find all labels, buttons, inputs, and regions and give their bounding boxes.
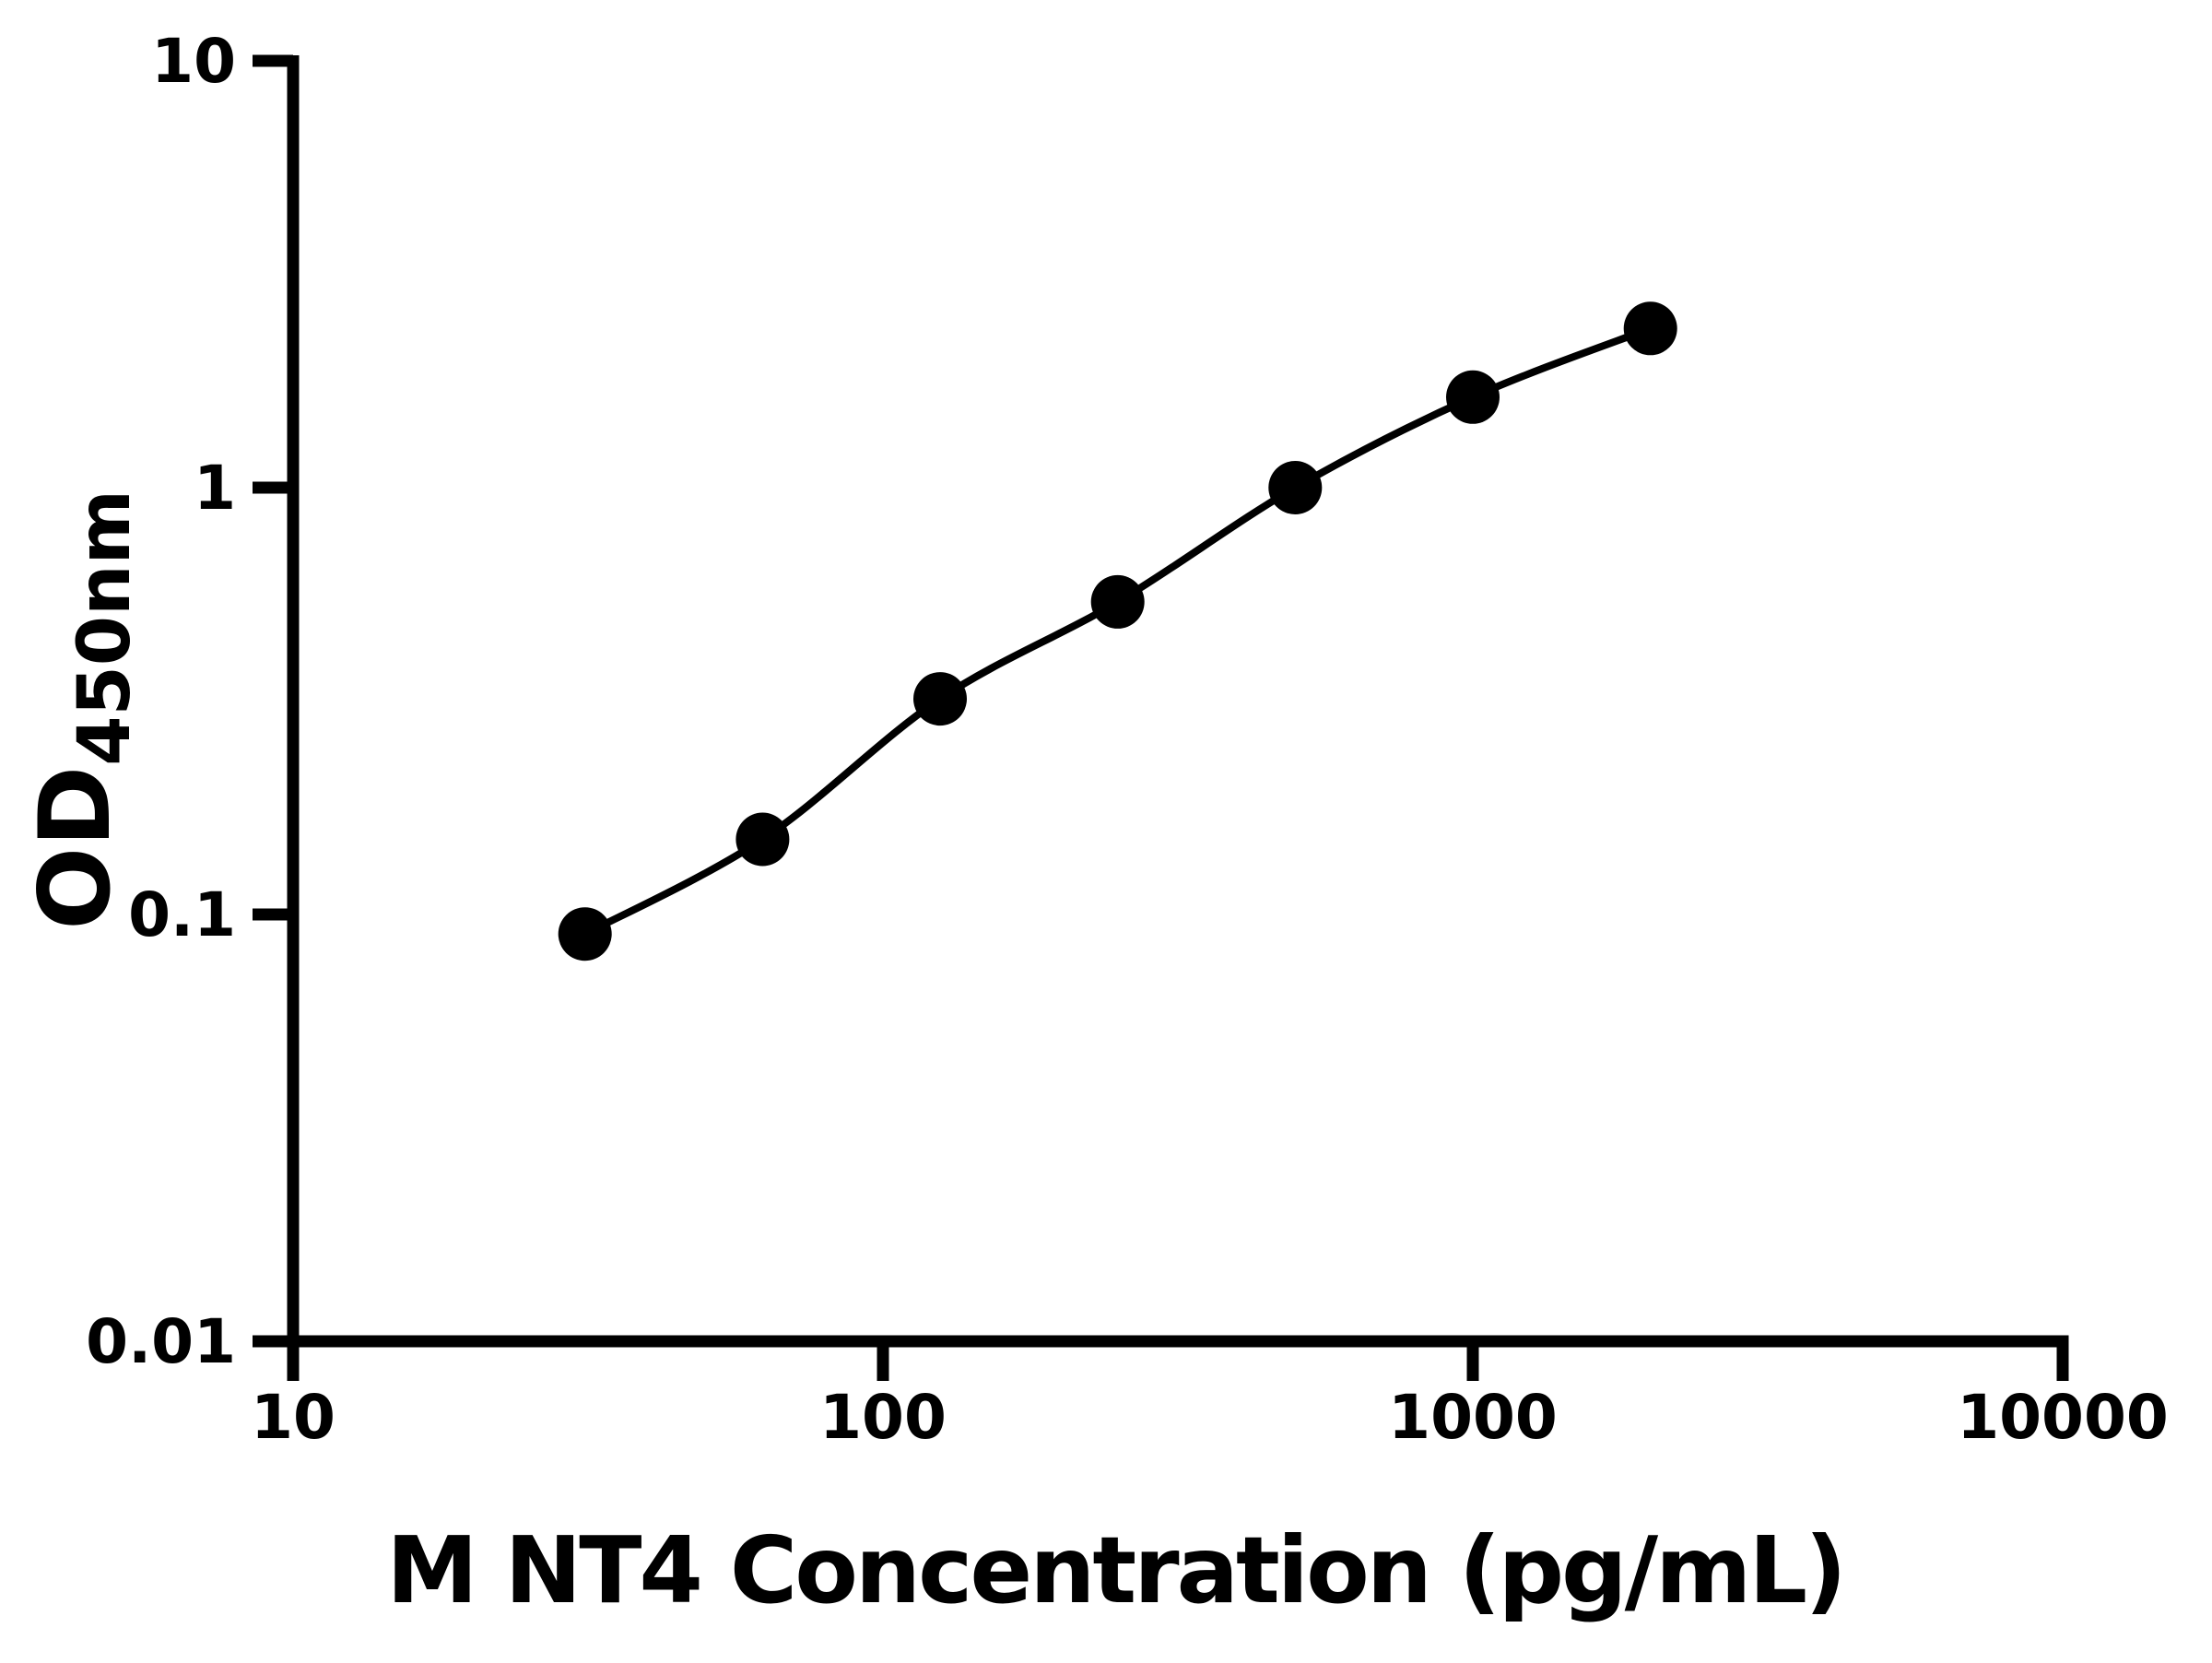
x-tick-label: 10 [251,1382,335,1453]
data-point [913,672,967,726]
data-series [558,301,1677,961]
x-tick-label: 10000 [1957,1382,2169,1453]
axes [287,55,2069,1348]
data-point [1446,370,1500,424]
y-axis-title-subscript: 450nm [64,489,147,766]
tick-marks [253,54,2069,1381]
data-point [1623,301,1677,356]
data-point [1090,574,1145,629]
y-axis-title: OD450nm [18,489,147,930]
y-tick-label: 0.1 [128,879,236,950]
data-point [1268,461,1323,514]
x-tick-label: 1000 [1388,1382,1558,1453]
x-tick-label: 100 [819,1382,947,1453]
y-tick-label: 1 [194,453,236,524]
y-axis-title-main: OD [18,766,132,930]
y-tick-label: 10 [151,26,236,97]
y-tick-label: 0.01 [86,1306,236,1377]
data-point [735,812,790,867]
data-point [558,907,612,961]
x-axis-title: M NT4 Concentration (pg/mL) [386,1516,1844,1624]
